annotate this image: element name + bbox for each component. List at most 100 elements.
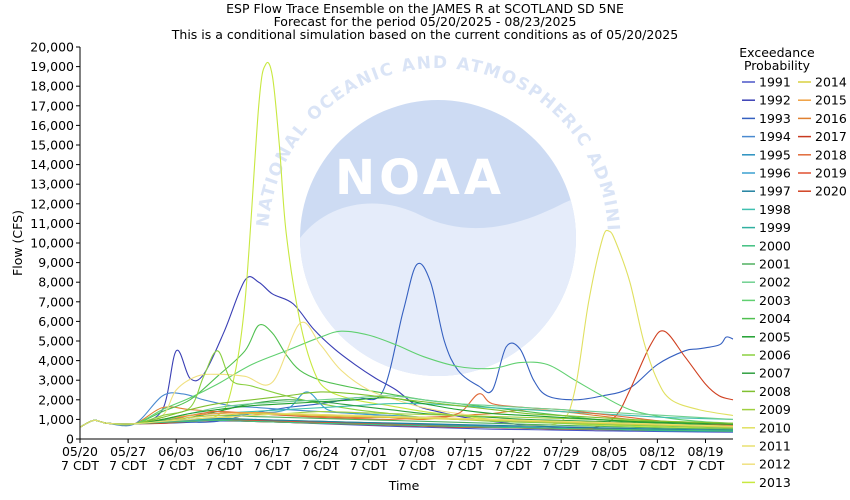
y-tick-label: 16,000	[30, 118, 74, 133]
legend-label: 2018	[815, 147, 847, 162]
x-tick-label: 07/29	[543, 444, 579, 459]
series-line-2011	[79, 412, 734, 428]
legend-title-line1: Exceedance	[739, 45, 815, 60]
legend-label: 1996	[759, 166, 791, 181]
y-tick-label: 13,000	[30, 177, 74, 192]
x-tick-sublabel: 7 CDT	[687, 458, 725, 473]
noaa-logo-text: NOAA	[335, 150, 505, 206]
y-tick-label: 6,000	[38, 314, 74, 329]
x-tick-sublabel: 7 CDT	[590, 458, 628, 473]
legend-label: 2014	[815, 75, 847, 90]
legend-label: 2009	[759, 402, 791, 417]
y-tick-label: 17,000	[30, 98, 74, 113]
legend-label: 2017	[815, 129, 847, 144]
legend-label: 2011	[759, 439, 791, 454]
legend-label: 2006	[759, 348, 791, 363]
x-tick-label: 06/03	[158, 444, 194, 459]
x-tick-sublabel: 7 CDT	[205, 458, 243, 473]
series-line-2005	[79, 397, 734, 428]
legend-label: 2007	[759, 366, 791, 381]
y-tick-label: 8,000	[38, 275, 74, 290]
y-tick-label: 4,000	[38, 353, 74, 368]
y-tick-label: 11,000	[30, 216, 74, 231]
series-line-2003	[79, 330, 734, 428]
x-tick-sublabel: 7 CDT	[302, 458, 340, 473]
x-tick-label: 06/10	[206, 444, 242, 459]
y-tick-label: 14,000	[30, 157, 74, 172]
y-tick-label: 7,000	[38, 294, 74, 309]
legend-label: 2001	[759, 257, 791, 272]
legend-label: 1991	[759, 75, 791, 90]
x-tick-label: 07/22	[495, 444, 531, 459]
x-tick-label: 07/15	[447, 444, 483, 459]
legend-label: 2013	[759, 475, 791, 490]
x-tick-label: 07/08	[399, 444, 435, 459]
x-tick-label: 05/27	[110, 444, 146, 459]
y-tick-label: 12,000	[30, 196, 74, 211]
legend-label: 2016	[815, 111, 847, 126]
y-tick-label: 2,000	[38, 392, 74, 407]
legend-label: 2003	[759, 293, 791, 308]
noaa-logo-bird	[300, 191, 576, 376]
y-tick-label: 19,000	[30, 59, 74, 74]
legend-label: 2000	[759, 238, 791, 253]
y-tick-label: 9,000	[38, 255, 74, 270]
x-tick-label: 08/05	[591, 444, 627, 459]
chart-title: ESP Flow Trace Ensemble on the JAMES R a…	[226, 1, 624, 16]
y-tick-label: 20,000	[30, 40, 74, 55]
y-tick-label: 1,000	[38, 412, 74, 427]
legend-label: 2002	[759, 275, 791, 290]
legend-items: 1991 1992 1993 1994 1995 1996 1997 1998 1999 2000…	[742, 75, 847, 490]
x-tick-sublabel: 7 CDT	[350, 458, 388, 473]
series-layer	[79, 61, 734, 433]
x-tick-sublabel: 7 CDT	[254, 458, 292, 473]
x-tick-sublabel: 7 CDT	[61, 458, 99, 473]
legend-label: 1998	[759, 202, 791, 217]
legend-label: 2010	[759, 420, 791, 435]
legend-label: 2019	[815, 166, 847, 181]
x-tick-sublabel: 7 CDT	[494, 458, 532, 473]
x-tick-sublabel: 7 CDT	[446, 458, 484, 473]
y-axis-title: Flow (CFS)	[10, 210, 25, 276]
noaa-watermark: NOAA NATIONAL OCEANIC AND ATMOSPHERIC AD…	[0, 0, 621, 376]
x-tick-sublabel: 7 CDT	[157, 458, 195, 473]
x-tick-label: 08/19	[687, 444, 723, 459]
series-line-2008	[79, 391, 734, 428]
legend-label: 1993	[759, 111, 791, 126]
legend-label: 2008	[759, 384, 791, 399]
x-tick-label: 05/20	[62, 444, 98, 459]
y-tick-label: 0	[66, 432, 74, 447]
series-line-2020	[79, 330, 734, 430]
series-line-1993	[79, 262, 734, 428]
legend-label: 1997	[759, 184, 791, 199]
legend: Exceedance Probability 19911992199319941…	[739, 45, 847, 490]
legend-label: 1994	[759, 129, 791, 144]
chart-subtitle: Forecast for the period 05/20/2025 - 08/…	[274, 14, 577, 29]
legend-label: 1999	[759, 220, 791, 235]
x-tick-label: 07/01	[351, 444, 387, 459]
legend-label: 1995	[759, 147, 791, 162]
legend-label: 2020	[815, 184, 847, 199]
x-tick-sublabel: 7 CDT	[398, 458, 436, 473]
legend-label: 2004	[759, 311, 791, 326]
legend-label: 2005	[759, 329, 791, 344]
y-tick-label: 3,000	[38, 373, 74, 388]
x-tick-sublabel: 7 CDT	[109, 458, 147, 473]
y-tick-label: 18,000	[30, 79, 74, 94]
y-axis-ticks: 0 1,000 2,000 3,000 4,000 5,000 6,000 7,000 8,00…	[30, 40, 80, 447]
chart-note: This is a conditional simulation based o…	[171, 27, 678, 42]
x-tick-label: 08/12	[639, 444, 675, 459]
y-tick-label: 10,000	[30, 236, 74, 251]
y-tick-label: 15,000	[30, 138, 74, 153]
legend-label: 2012	[759, 457, 791, 472]
legend-label: 1992	[759, 93, 791, 108]
legend-title-line2: Probability	[744, 58, 811, 73]
x-tick-label: 06/17	[254, 444, 290, 459]
x-tick-label: 06/24	[303, 444, 339, 459]
legend-label: 2015	[815, 93, 847, 108]
x-tick-sublabel: 7 CDT	[542, 458, 580, 473]
x-axis-title: Time	[388, 478, 420, 493]
x-tick-sublabel: 7 CDT	[638, 458, 676, 473]
